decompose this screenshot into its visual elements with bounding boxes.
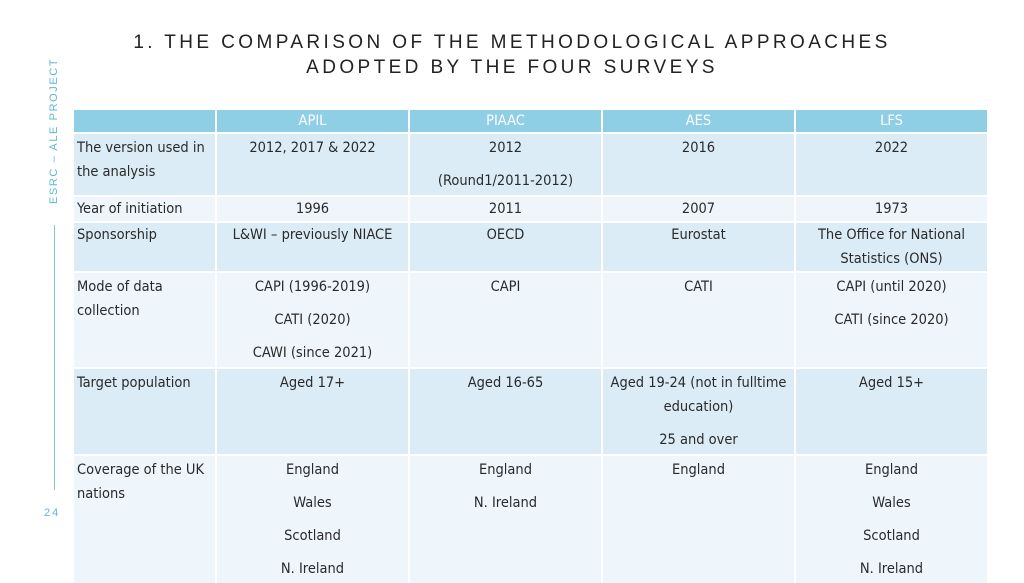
- cell-piaac-coverage-1: England: [479, 462, 532, 478]
- header-piaac: PIAAC: [409, 110, 603, 133]
- row-label-target: Target population: [74, 367, 217, 455]
- header-apil: APIL: [216, 110, 410, 133]
- cell-aes-coverage-1: England: [672, 462, 725, 478]
- cell-aes-sponsorship: Eurostat: [602, 221, 796, 272]
- cell-apil-coverage-4: N. Ireland: [280, 561, 345, 577]
- row-label-sponsorship: Sponsorship: [74, 221, 217, 272]
- cell-apil-coverage: England Wales Scotland N. Ireland: [216, 454, 410, 583]
- cell-lfs-coverage: England Wales Scotland N. Ireland: [795, 454, 989, 583]
- table-row-coverage: Coverage of the UK nations England Wales…: [74, 454, 989, 583]
- cell-lfs-coverage-1: England: [865, 462, 918, 478]
- cell-aes-target: Aged 19-24 (not in fulltime education) 2…: [602, 367, 796, 455]
- cell-lfs-coverage-2: Wales: [872, 495, 911, 511]
- cell-lfs-year: 1973: [795, 195, 989, 222]
- cell-piaac-version-main: 2012: [488, 140, 523, 156]
- cell-apil-mode-1: CAPI (1996-2019): [254, 279, 371, 295]
- cell-apil-mode-3: CAWI (since 2021): [252, 345, 373, 361]
- cell-piaac-version: 2012 (Round1/2011-2012): [409, 132, 603, 196]
- cell-aes-mode: CATI: [602, 271, 796, 368]
- cell-apil-coverage-3: Scotland: [284, 528, 341, 544]
- row-label-version: The version used in the analysis: [74, 132, 217, 196]
- page-number: 24: [44, 507, 61, 519]
- comparison-table: APIL PIAAC AES LFS The version used in t…: [74, 110, 989, 583]
- cell-aes-target-2: 25 and over: [659, 432, 738, 448]
- cell-apil-year: 1996: [216, 195, 410, 222]
- cell-lfs-mode-2: CATI (since 2020): [834, 312, 949, 328]
- cell-lfs-sponsorship: The Office for National Statistics (ONS): [795, 221, 989, 272]
- cell-apil-version: 2012, 2017 & 2022: [216, 132, 410, 196]
- cell-aes-year: 2007: [602, 195, 796, 222]
- cell-aes-coverage: England: [602, 454, 796, 583]
- header-lfs: LFS: [795, 110, 989, 133]
- cell-apil-mode-2: CATI (2020): [274, 312, 351, 328]
- cell-apil-sponsorship: L&WI – previously NIACE: [216, 221, 410, 272]
- cell-piaac-coverage-2: N. Ireland: [473, 495, 538, 511]
- table-header-row: APIL PIAAC AES LFS: [74, 110, 989, 133]
- cell-lfs-target: Aged 15+: [795, 367, 989, 455]
- cell-aes-target-1: Aged 19-24 (not in fulltime education): [610, 375, 787, 415]
- cell-aes-version: 2016: [602, 132, 796, 196]
- cell-apil-target: Aged 17+: [216, 367, 410, 455]
- side-label: ESRC – ALE PROJECT: [46, 58, 66, 204]
- cell-lfs-mode-1: CAPI (until 2020): [836, 279, 947, 295]
- row-label-mode: Mode of data collection: [74, 271, 217, 368]
- table-row-year: Year of initiation 1996 2011 2007 1973: [74, 195, 989, 222]
- table-row-target: Target population Aged 17+ Aged 16-65 Ag…: [74, 367, 989, 455]
- row-label-year: Year of initiation: [74, 195, 217, 222]
- cell-piaac-mode: CAPI: [409, 271, 603, 368]
- cell-lfs-mode: CAPI (until 2020) CATI (since 2020): [795, 271, 989, 368]
- table-row-mode: Mode of data collection CAPI (1996-2019)…: [74, 271, 989, 368]
- cell-apil-coverage-1: England: [286, 462, 339, 478]
- cell-lfs-version: 2022: [795, 132, 989, 196]
- slide-title-line1: 1. THE COMPARISON OF THE METHODOLOGICAL …: [133, 32, 891, 53]
- header-aes: AES: [602, 110, 796, 133]
- cell-piaac-target: Aged 16-65: [409, 367, 603, 455]
- cell-apil-mode: CAPI (1996-2019) CATI (2020) CAWI (since…: [216, 271, 410, 368]
- cell-piaac-year: 2011: [409, 195, 603, 222]
- header-empty: [74, 110, 217, 133]
- cell-piaac-coverage: England N. Ireland: [409, 454, 603, 583]
- cell-piaac-version-extra: (Round1/2011-2012): [437, 173, 574, 189]
- slide-title-line2: ADOPTED BY THE FOUR SURVEYS: [306, 57, 718, 78]
- side-divider: [54, 225, 55, 490]
- side-label-text: ESRC – ALE PROJECT: [48, 57, 60, 204]
- table-row-version: The version used in the analysis 2012, 2…: [74, 132, 989, 196]
- cell-lfs-coverage-4: N. Ireland: [859, 561, 924, 577]
- slide-title: 1. THE COMPARISON OF THE METHODOLOGICAL …: [0, 30, 1024, 80]
- cell-lfs-coverage-3: Scotland: [863, 528, 920, 544]
- table-row-sponsorship: Sponsorship L&WI – previously NIACE OECD…: [74, 221, 989, 272]
- cell-piaac-sponsorship: OECD: [409, 221, 603, 272]
- cell-apil-coverage-2: Wales: [293, 495, 332, 511]
- row-label-coverage: Coverage of the UK nations: [74, 454, 217, 583]
